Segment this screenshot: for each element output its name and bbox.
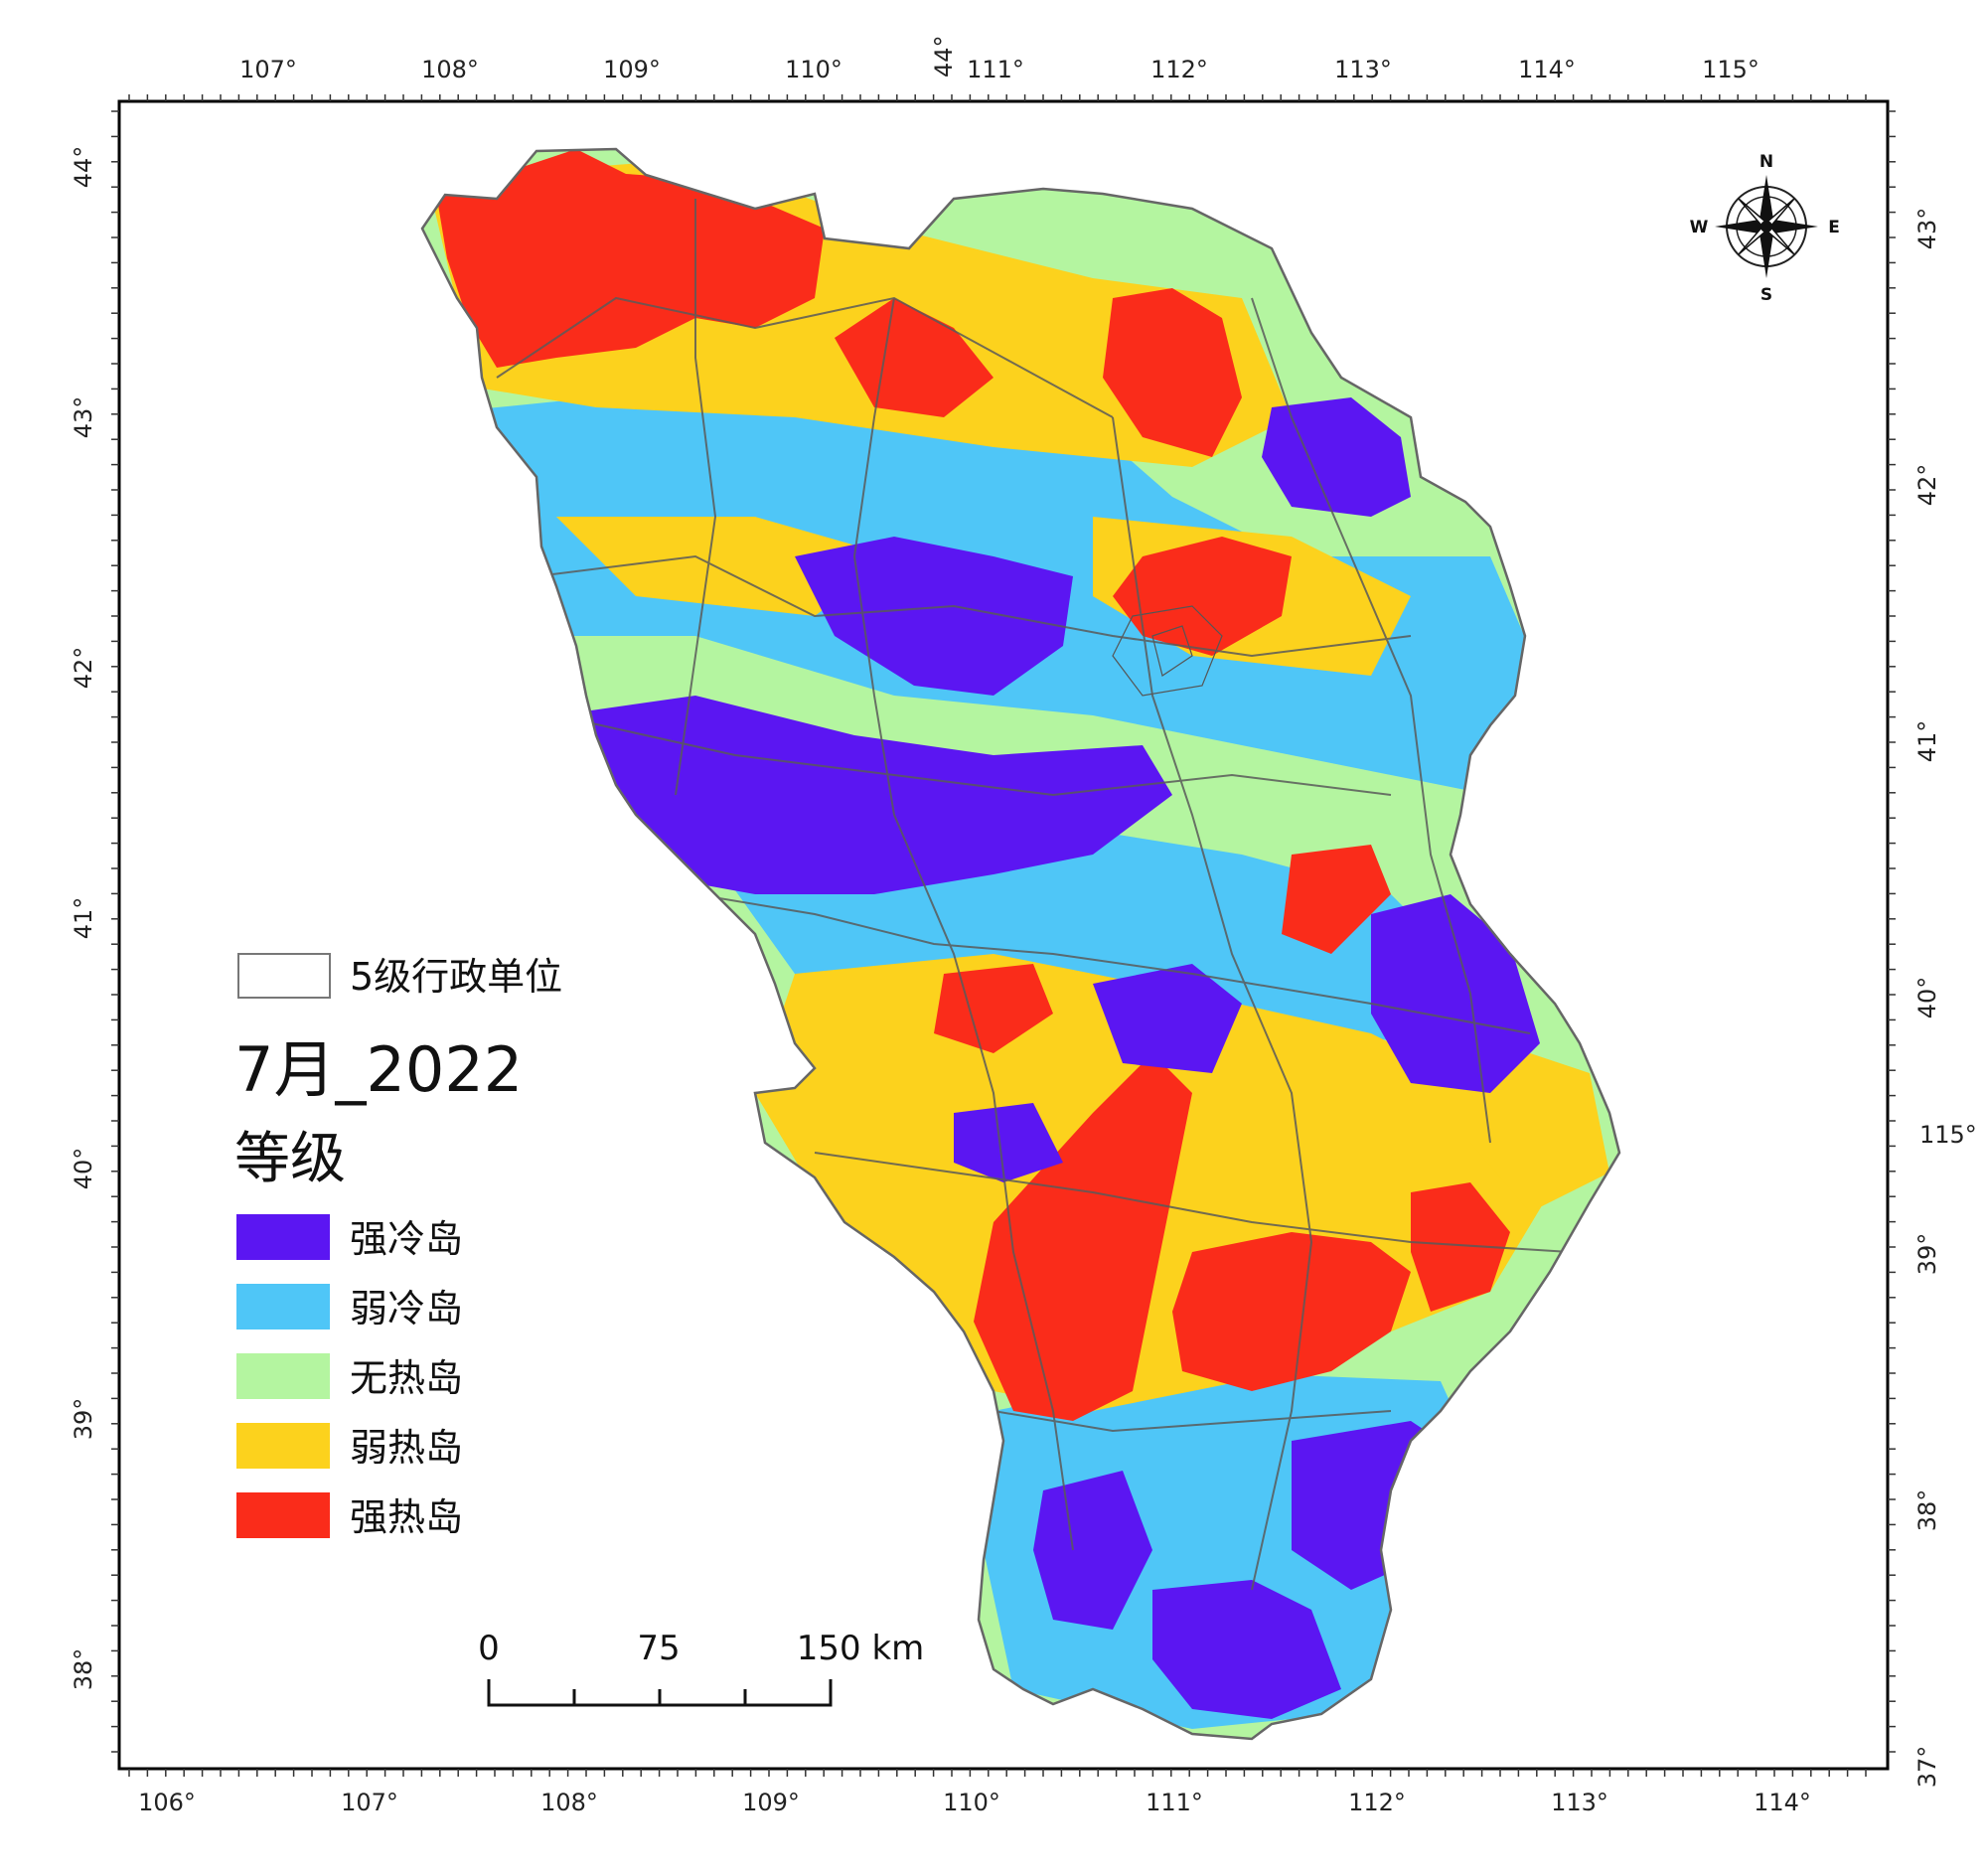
left-lat-label: 43°: [70, 396, 97, 439]
strong-heat-patch: [437, 149, 825, 368]
top-lon-label: 108°: [421, 56, 479, 83]
weak-heat-patch: [556, 517, 894, 616]
strong-cold-patch: [1262, 397, 1411, 517]
frame-ticks: [111, 94, 1896, 1777]
left-latitude-labels: 44° 43° 42° 41° 40° 39° 38°: [70, 146, 97, 1691]
scale-label-150: 150 km: [797, 1629, 925, 1668]
bottom-lon-label: 107°: [341, 1789, 398, 1816]
top-extra-label: 44°: [930, 35, 958, 78]
right-lat-label: 37°: [1913, 1746, 1941, 1789]
compass-rose: N S E W: [1690, 152, 1840, 305]
top-lon-label: 115°: [1702, 56, 1759, 83]
left-lat-label: 38°: [70, 1648, 97, 1691]
scale-bar: 0 75 150 km: [478, 1629, 925, 1707]
right-extra-label: 115°: [1919, 1121, 1977, 1149]
strong-heat-patch: [1411, 1182, 1510, 1312]
top-lon-label: 114°: [1518, 56, 1576, 83]
map-legend: 5级行政单位 7月_2022 等级 强冷岛 弱冷岛 无热岛 弱热岛 强热岛: [234, 953, 562, 1539]
legend-label-strong-heat: 强热岛: [350, 1495, 463, 1539]
bottom-lon-label: 114°: [1754, 1789, 1811, 1816]
legend-swatch-strong-heat: [236, 1492, 330, 1538]
top-lon-label: 113°: [1334, 56, 1392, 83]
legend-swatch-no-heat: [236, 1353, 330, 1399]
top-lon-label: 110°: [785, 56, 842, 83]
bottom-lon-label: 112°: [1348, 1789, 1406, 1816]
strong-heat-patch: [835, 298, 994, 417]
scale-bar-line: [487, 1679, 833, 1707]
right-lat-label: 42°: [1913, 464, 1941, 507]
legend-heading: 等级: [234, 1127, 346, 1191]
scale-label-75: 75: [637, 1629, 680, 1668]
map-title: 7月_2022: [234, 1033, 523, 1106]
compass-north: N: [1759, 152, 1773, 172]
strong-heat-patch: [1172, 1232, 1411, 1391]
strong-cold-patch: [954, 1103, 1063, 1182]
left-lat-label: 41°: [70, 897, 97, 940]
strong-heat-patch: [974, 1053, 1192, 1421]
left-lat-label: 42°: [70, 647, 97, 690]
bottom-lon-label: 108°: [540, 1789, 598, 1816]
right-lat-label: 39°: [1913, 1233, 1941, 1276]
top-longitude-labels: 107° 108° 109° 110° 111° 112° 113° 114° …: [239, 35, 1759, 83]
compass-east: E: [1828, 218, 1840, 237]
region-outline: [420, 147, 1621, 1741]
right-lat-label: 41°: [1913, 720, 1941, 763]
left-lat-label: 44°: [70, 146, 97, 189]
legend-swatch-weak-cold: [236, 1284, 330, 1329]
top-lon-label: 109°: [603, 56, 661, 83]
urban-core-outline: [1112, 605, 1223, 697]
scale-label-0: 0: [478, 1629, 500, 1668]
bottom-lon-label: 109°: [742, 1789, 800, 1816]
strong-heat-patch: [1113, 537, 1292, 656]
compass-south: S: [1760, 285, 1772, 305]
right-lat-label: 43°: [1913, 208, 1941, 250]
right-lat-label: 40°: [1913, 977, 1941, 1019]
compass-west: W: [1690, 218, 1709, 237]
left-lat-label: 39°: [70, 1398, 97, 1441]
strong-heat-patch: [1103, 288, 1242, 457]
admin-boundaries: [496, 199, 1571, 1591]
top-lon-label: 107°: [239, 56, 297, 83]
compass-center: [1760, 221, 1772, 233]
bottom-lon-label: 113°: [1551, 1789, 1608, 1816]
strong-cold-patch: [1371, 894, 1540, 1093]
top-lon-label: 112°: [1150, 56, 1208, 83]
bottom-lon-label: 110°: [943, 1789, 1000, 1816]
legend-label-no-heat: 无热岛: [350, 1356, 463, 1400]
right-latitude-labels: 43° 42° 41° 40° 39° 38° 37° 115°: [1913, 208, 1977, 1789]
strong-cold-patch: [1033, 1471, 1152, 1630]
strong-cold-patch: [1093, 964, 1242, 1073]
strong-heat-patch: [1282, 845, 1391, 954]
boundary-legend-label: 5级行政单位: [350, 955, 562, 999]
legend-label-weak-cold: 弱冷岛: [350, 1287, 463, 1330]
left-lat-label: 40°: [70, 1148, 97, 1190]
boundary-legend-swatch: [237, 953, 331, 999]
strong-cold-patch: [556, 696, 1172, 894]
bottom-lon-label: 111°: [1146, 1789, 1203, 1816]
bottom-lon-label: 106°: [138, 1789, 196, 1816]
legend-swatch-weak-heat: [236, 1423, 330, 1469]
legend-label-weak-heat: 弱热岛: [350, 1426, 463, 1470]
top-lon-label: 111°: [967, 56, 1024, 83]
legend-label-strong-cold: 强冷岛: [350, 1217, 463, 1261]
strong-cold-patch: [795, 537, 1073, 696]
right-lat-label: 38°: [1913, 1489, 1941, 1532]
bottom-longitude-labels: 106° 107° 108° 109° 110° 111° 112° 113° …: [138, 1789, 1811, 1816]
legend-swatch-strong-cold: [236, 1214, 330, 1260]
strong-cold-patch: [1152, 1580, 1341, 1719]
